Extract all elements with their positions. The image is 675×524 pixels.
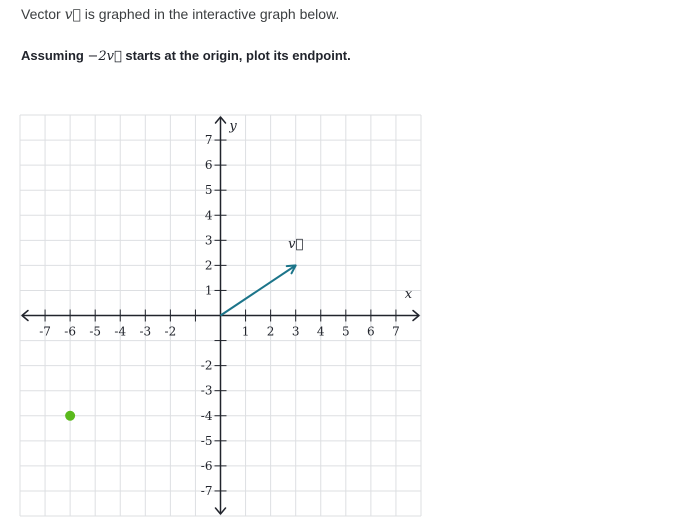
- question-math: −2v⃗: [87, 49, 122, 64]
- y-tick-label: 4: [205, 208, 213, 222]
- tick-marks: [44, 139, 397, 492]
- y-tick-label: -3: [201, 384, 213, 398]
- x-tick-label: -5: [89, 325, 101, 339]
- y-tick-label: -2: [201, 359, 213, 373]
- x-axis-right-arrow: [412, 309, 420, 322]
- x-axis-label: x: [405, 287, 413, 302]
- prompt-text: Vector v⃗ is graphed in the interactive …: [21, 6, 340, 23]
- x-axis-left-arrow: [21, 309, 29, 322]
- x-tick-labels: -7 -6 -5 -4 -3 -2 1 2 3 4 5 6 7: [39, 325, 400, 339]
- y-tick-label: -5: [201, 434, 213, 448]
- x-tick-label: 7: [392, 325, 400, 339]
- x-tick-label: 1: [242, 325, 250, 339]
- y-tick-labels: 7 6 5 4 3 2 1 -2 -3 -4 -5 -6 -7: [201, 133, 213, 498]
- x-tick-label: 4: [317, 325, 325, 339]
- x-tick-label: -6: [64, 325, 76, 339]
- y-tick-label: 1: [205, 283, 213, 297]
- x-tick-label: -4: [114, 325, 126, 339]
- vector-v: [219, 264, 297, 317]
- y-tick-label: -7: [201, 484, 213, 498]
- y-axis-down-arrow: [214, 507, 227, 515]
- x-tick-label: 5: [342, 325, 350, 339]
- y-tick-label: -6: [201, 459, 213, 473]
- y-tick-label: 5: [205, 183, 213, 197]
- x-tick-label: -3: [139, 325, 151, 339]
- question-text: Assuming −2v⃗ starts at the origin, plot…: [21, 48, 351, 64]
- vector-arrowhead: [285, 264, 297, 275]
- movable-point[interactable]: [65, 410, 76, 421]
- x-tick-label: -7: [39, 325, 51, 339]
- y-axis-up-arrow: [214, 116, 227, 124]
- vector-line: [219, 264, 297, 317]
- y-tick-label: 2: [205, 258, 213, 272]
- y-tick-label: 3: [205, 233, 213, 247]
- x-tick-label: 2: [267, 325, 275, 339]
- x-tick-label: 6: [367, 325, 375, 339]
- y-axis-label: y: [228, 119, 237, 134]
- vector-label: v⃗: [288, 237, 303, 252]
- vector-symbol: v⃗: [64, 7, 81, 23]
- y-tick-label: 6: [205, 158, 213, 172]
- y-tick-label: 7: [205, 133, 213, 147]
- x-tick-label: -2: [165, 325, 177, 339]
- y-tick-label: -4: [201, 409, 213, 423]
- x-tick-label: 3: [292, 325, 300, 339]
